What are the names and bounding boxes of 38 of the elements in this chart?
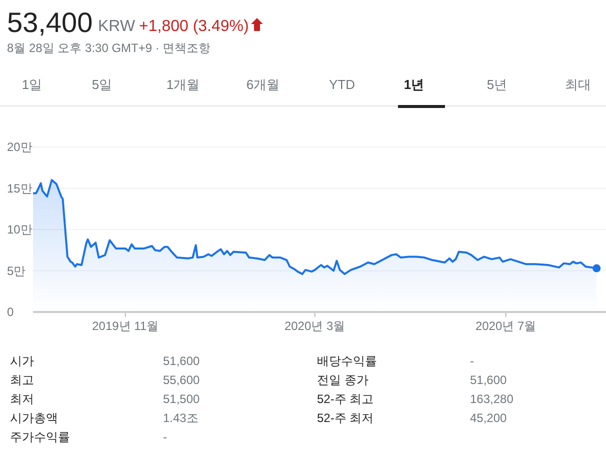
text: 1개월: [166, 77, 200, 92]
y-tick-label: 15만: [7, 181, 32, 196]
text: 시가: [10, 354, 34, 368]
text: 시가총액: [10, 411, 58, 425]
text: 55,600: [163, 373, 200, 387]
text: 1년: [404, 77, 424, 92]
y-tick-label: 20만: [7, 140, 32, 154]
x-tick-label: 2019년 11월: [92, 319, 159, 333]
text: 5일: [92, 77, 112, 92]
x-tick-label: 2020년 7월: [475, 319, 536, 333]
y-tick-label: 0: [7, 305, 14, 319]
text: 163,280: [470, 392, 514, 406]
y-tick-label: 5만: [7, 264, 26, 278]
text: 5년: [486, 77, 508, 92]
text: 51,600: [470, 373, 508, 387]
text: 51,500: [163, 392, 200, 406]
text: 전일 종가: [317, 373, 368, 387]
text: 배당수익률: [317, 354, 377, 368]
x-tick-label: 2020년 3월: [284, 319, 346, 333]
chart-subtitle: 8월 28일 오후 3:30 GMT+9 · 면책조항: [7, 41, 211, 55]
text: 45,200: [470, 411, 508, 425]
text: 최대: [565, 77, 591, 92]
chart-title: 53,400: [7, 7, 93, 38]
text: 1일: [22, 77, 42, 92]
text: -: [470, 354, 474, 368]
text: 6개월: [246, 77, 280, 92]
text: YTD: [329, 77, 355, 92]
text: 1.43조: [163, 411, 198, 425]
text: 최고: [10, 373, 34, 387]
text: 51,600: [163, 354, 200, 368]
text: +1,800 (3.49%): [139, 18, 249, 35]
text: 52-주 최고: [317, 392, 374, 406]
text: 주가수익률: [10, 430, 70, 444]
text: 최저: [10, 392, 34, 406]
text: -: [163, 430, 167, 444]
y-tick-label: 10만: [7, 222, 32, 236]
text: 52-주 최저: [317, 411, 374, 425]
text: KRW: [98, 18, 136, 35]
